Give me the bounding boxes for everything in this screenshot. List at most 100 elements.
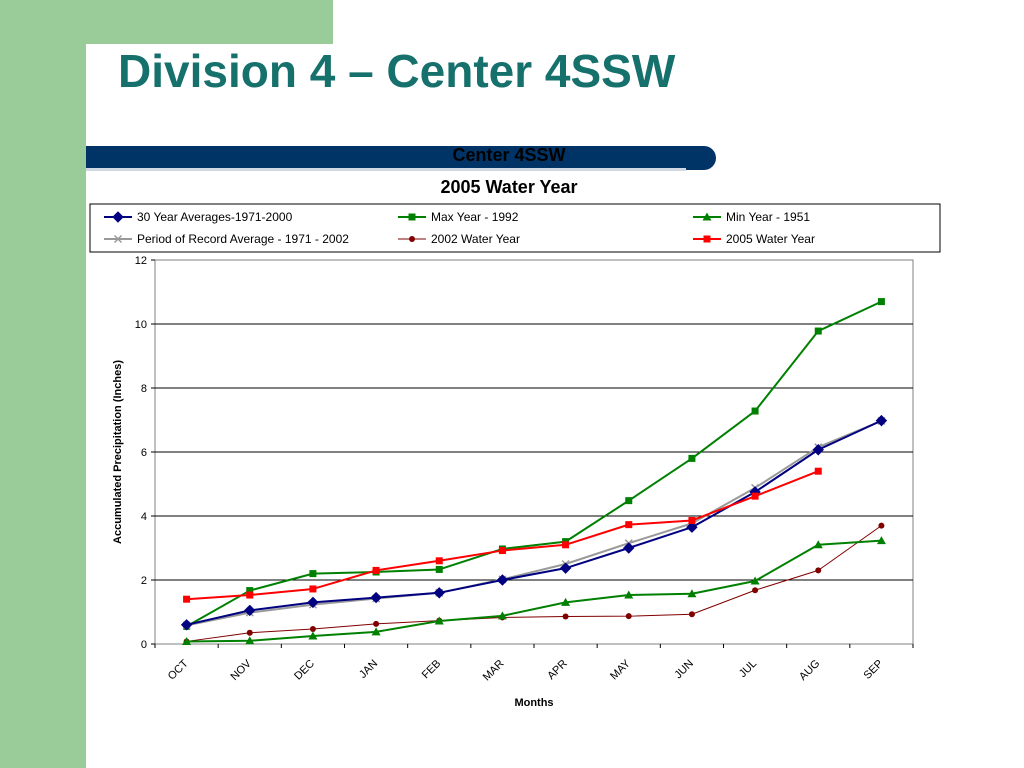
legend-marker [408,213,416,221]
y-tick-label: 4 [141,511,147,523]
legend-entry: Max Year - 1992 [398,210,519,224]
data-point [751,407,759,415]
data-point [815,567,822,574]
y-axis-label: Accumulated Precipitation (Inches) [112,360,124,544]
x-tick-label: OCT [166,657,191,682]
data-point [183,595,191,603]
data-point [624,590,634,599]
series-5 [183,467,822,603]
data-point [623,542,635,554]
title-bar [86,146,716,170]
chart-title: Center 4SSW [452,145,565,165]
x-tick-label: AUG [797,658,822,683]
series-4 [183,522,885,645]
y-tick-label: 6 [141,447,147,459]
title-bar-shadow [86,168,686,171]
x-tick-label: FEB [420,658,444,682]
y-tick-label: 12 [135,255,147,267]
y-tick-label: 2 [141,575,147,587]
x-tick-label: APR [545,658,570,683]
data-point [875,414,888,427]
x-tick-label: JUN [672,658,696,682]
legend-label: 30 Year Averages-1971-2000 [137,210,293,224]
slide-title: Division 4 – Center 4SSW [118,45,676,97]
data-point [878,522,885,529]
data-point [625,497,633,505]
left-accent-band [0,0,86,768]
data-point [246,591,254,599]
legend-entry: Min Year - 1951 [693,210,810,224]
legend-marker [113,234,123,244]
x-tick-label: JAN [357,658,380,681]
data-point [246,629,253,636]
data-point [687,589,697,598]
y-tick-label: 10 [135,319,147,331]
series-line [186,420,882,627]
data-point [813,540,823,549]
data-point [559,562,572,574]
data-point [562,541,570,549]
data-point [751,492,759,500]
data-point [688,611,695,618]
data-point [497,611,507,620]
data-point [688,454,696,462]
y-tick-label: 8 [141,383,147,395]
legend-marker [409,236,415,242]
data-point [309,570,317,578]
data-point [433,587,445,599]
data-point [180,619,193,631]
data-point [372,566,380,574]
legend-marker [112,211,124,223]
data-point [561,597,571,606]
data-point [373,620,380,627]
y-tick-label: 0 [141,639,147,651]
legend-marker [703,235,711,243]
chart-legend: 30 Year Averages-1971-2000 Max Year - 199… [89,203,941,253]
x-tick-label: NOV [229,657,255,683]
data-point [435,557,443,565]
data-point [244,604,256,617]
data-point [307,596,319,609]
data-point [182,636,192,645]
data-point [309,625,316,632]
legend-label: Min Year - 1951 [726,210,810,224]
legend-label: Period of Record Average - 1971 - 2002 [137,232,349,246]
legend-entry: 2005 Water Year [693,232,815,246]
data-point [435,565,443,573]
legend-entry: 30 Year Averages-1971-2000 [104,210,293,224]
data-point [308,631,318,640]
legend-entry: Period of Record Average - 1971 - 2002 [104,232,349,246]
series-line [186,539,882,643]
data-point [309,585,317,593]
legend-marker [702,212,712,221]
data-point [877,298,885,306]
data-point [370,591,382,604]
data-point [750,576,760,585]
x-tick-label: JUL [737,658,759,680]
x-tick-label: SEP [861,658,885,682]
legend-label: 2005 Water Year [726,232,815,246]
series-line [186,419,882,626]
legend-frame [89,203,941,253]
data-point [876,536,886,545]
x-axis-label: Months [514,697,553,709]
x-tick-label: DEC [292,658,317,683]
data-point [625,613,632,620]
x-tick-label: MAY [608,657,633,682]
data-point [812,444,824,456]
data-point [688,516,696,524]
data-point [686,521,698,533]
data-point [434,616,444,625]
data-point [498,547,506,555]
chart-subtitle: 2005 Water Year [440,177,577,197]
data-point [245,636,255,645]
data-point [496,574,509,586]
top-accent-band [0,0,333,44]
legend-entry: 2002 Water Year [398,232,520,246]
series-line [186,300,882,628]
data-point [814,467,822,475]
data-point [752,587,759,594]
data-point [562,613,569,620]
legend-label: Max Year - 1992 [431,210,519,224]
